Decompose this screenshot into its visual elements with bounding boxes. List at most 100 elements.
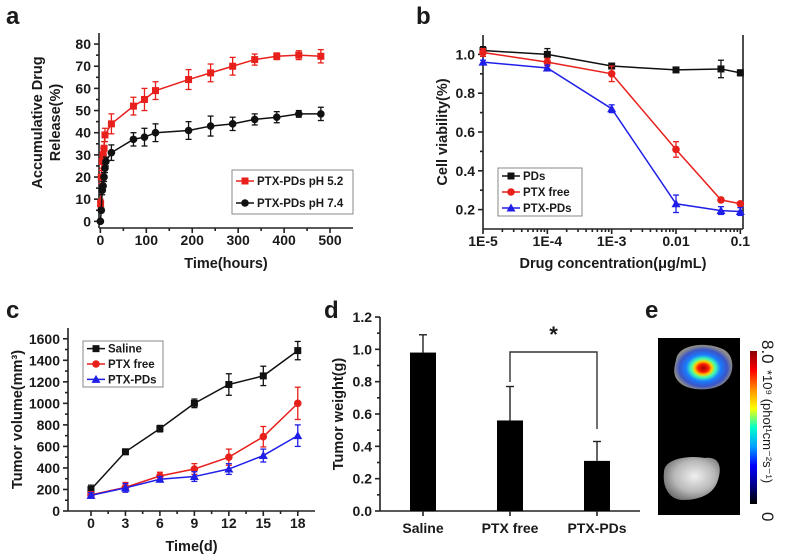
panel-label-b: b [416, 3, 431, 30]
data-point [224, 464, 234, 473]
data-point [140, 133, 149, 141]
data-point [97, 200, 105, 208]
chart-b-cell-viability: 0.2 0.4 0.6 0.8 1.0 1E-5 1E-4 1E-3 0.01 0.1 Drug c… [435, 35, 750, 272]
y-tick-label: 800 [37, 417, 61, 433]
data-point [151, 128, 160, 137]
panel-label-a: a [6, 3, 20, 30]
y-tick-label: 0 [52, 503, 60, 519]
data-point [607, 70, 616, 78]
y-axis-label: Cell viability(%) [435, 78, 451, 185]
y-axis-label: Tumor volume(mm³) [10, 350, 26, 489]
data-point [543, 58, 552, 66]
legend-label: Saline [108, 344, 142, 356]
legend-marker [91, 374, 101, 383]
legend-marker [241, 177, 249, 185]
x-tick-label: 0.1 [731, 233, 751, 249]
x-tick-label: 300 [226, 232, 250, 248]
y-tick-label: 0 [83, 213, 91, 229]
legend-label: PTX-PDs pH 7.4 [257, 198, 344, 210]
data-point [272, 113, 281, 122]
x-tick-label: 100 [135, 232, 159, 248]
x-tick-label: 400 [272, 232, 296, 248]
significance-bracket [509, 351, 598, 429]
x-tick-label: 0 [96, 232, 104, 248]
y-tick-label: 30 [75, 147, 91, 163]
y-tick-label: 60 [75, 80, 91, 96]
bar-ptx-free [497, 420, 523, 511]
legend-label: PTX-PDs [523, 203, 572, 215]
y-tick-label: 1000 [29, 395, 60, 411]
x-axis-label: Drug concentration(μg/mL) [520, 256, 707, 272]
x-axis-label: Time(hours) [184, 256, 268, 272]
y-tick-label: 0.4 [456, 163, 476, 179]
panel-label-c: c [6, 297, 19, 324]
data-point [190, 399, 198, 407]
x-axis-label: Time(d) [165, 539, 217, 555]
colorbar [750, 351, 757, 504]
data-point [96, 217, 105, 226]
legend-marker [507, 172, 515, 180]
panel-label-e: e [645, 297, 658, 324]
y-tick-label: 0.8 [353, 374, 373, 390]
bar-saline [410, 352, 436, 511]
data-point [97, 206, 106, 215]
data-point [87, 485, 95, 493]
data-point [250, 115, 259, 124]
data-point [479, 48, 487, 57]
data-point [607, 104, 617, 113]
legend-marker [506, 203, 516, 212]
data-point [717, 196, 725, 204]
y-tick-label: 600 [37, 438, 61, 454]
y-tick-label: 20 [75, 169, 91, 185]
y-tick-label: 40 [75, 125, 91, 141]
data-point [107, 120, 115, 128]
legend-marker [92, 345, 100, 353]
y-tick-label: 400 [37, 460, 61, 476]
y-tick-label: 1.0 [456, 46, 476, 62]
legend-label: PTX-PDs pH 5.2 [257, 176, 343, 188]
data-point [102, 157, 110, 166]
y-tick-label: 50 [75, 103, 91, 119]
x-tick-label: 15 [256, 515, 272, 531]
legend-marker [241, 199, 249, 207]
y-tick-label: 1.0 [353, 341, 373, 357]
x-tick-label: 1E-3 [597, 233, 627, 249]
colorbar-max-label: 8.0 [758, 340, 777, 364]
data-point [293, 431, 303, 440]
data-point [736, 199, 745, 208]
data-point [295, 110, 303, 118]
x-tick-label: Saline [402, 520, 443, 536]
data-point [121, 448, 129, 456]
x-tick-label: 3 [122, 515, 130, 531]
data-point [155, 474, 165, 483]
legend-marker [507, 188, 515, 196]
y-tick-label: 0.2 [353, 471, 373, 487]
x-tick-label: 18 [290, 515, 306, 531]
y-tick-label: 200 [37, 481, 61, 497]
x-tick-label: PTX-PDs [567, 520, 626, 536]
data-point [671, 199, 681, 208]
chart-c-tumor-volume: 0 200 400 600 800 1000 1200 1400 1600 0 3 6 9 12 15 18 T… [10, 328, 315, 555]
legend: PDs PTX free PTX-PDs [497, 167, 583, 217]
data-point [225, 453, 233, 461]
bar-ptx-pds [584, 460, 610, 511]
significance-star: * [549, 322, 558, 347]
data-point [295, 51, 303, 59]
data-point [542, 63, 552, 72]
y-tick-label: 1600 [29, 331, 60, 347]
data-point [107, 148, 116, 157]
y-tick-label: 0.4 [353, 438, 373, 454]
chart-a-drug-release: 0 10 20 30 40 50 60 70 80 0 100 200 300 400 500 Time(ho… [30, 33, 354, 272]
data-point [273, 52, 281, 60]
series-saline [87, 340, 302, 495]
x-tick-label: 1E-4 [533, 233, 563, 249]
data-point [140, 95, 148, 103]
data-point [129, 102, 137, 110]
y-axis-label: Accumulative Drug [30, 56, 46, 188]
legend-box [231, 169, 354, 215]
y-tick-label: 0.6 [456, 124, 476, 140]
data-point [86, 490, 96, 499]
series-ptx-pds [86, 424, 303, 499]
legend-label: PTX free [523, 187, 570, 199]
